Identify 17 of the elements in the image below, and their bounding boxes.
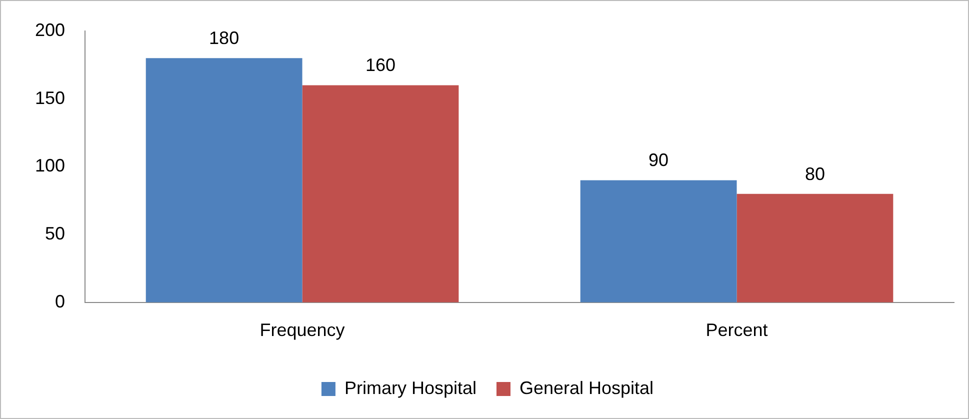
y-tick-label: 50 [45,224,66,244]
bar [302,85,459,302]
x-tick-label: Frequency [260,320,345,340]
y-tick-label: 150 [34,88,66,108]
legend-label: Primary Hospital [344,378,476,398]
data-label: 180 [209,28,240,48]
bar [736,194,894,302]
data-label: 90 [648,150,669,170]
data-label: 80 [804,164,825,184]
y-tick-label: 0 [55,291,66,312]
y-tick-label: 100 [34,156,66,176]
y-tick-label: 200 [34,20,66,40]
bar [580,180,737,302]
x-tick-label: Percent [706,320,768,340]
data-label: 160 [365,55,396,76]
bar [146,58,302,302]
legend-label: General Hospital [519,378,654,398]
